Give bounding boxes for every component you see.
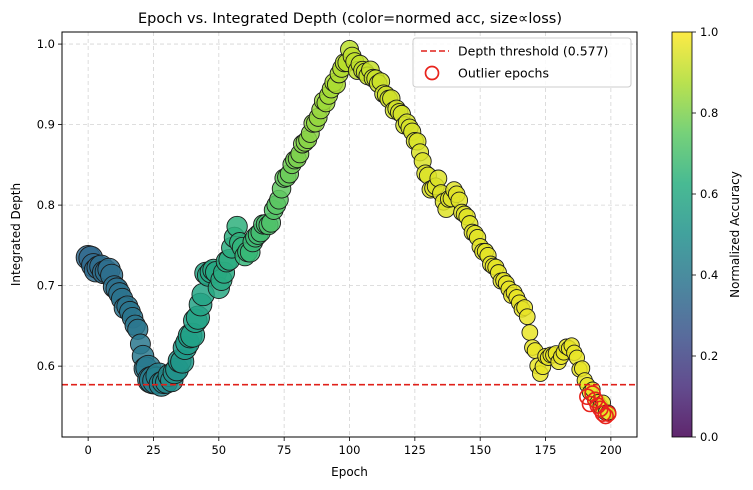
- colorbar-label: Normalized Accuracy: [728, 171, 742, 298]
- legend-outlier-swatch: [424, 65, 440, 81]
- y-tick-label: 0.7: [37, 279, 55, 293]
- x-axis-ticks: 0 25 50 75 100 125 150 175 200: [84, 437, 622, 457]
- colorbar-tick-label: 0.6: [700, 187, 718, 201]
- chart-title: Epoch vs. Integrated Depth (color=normed…: [138, 11, 562, 27]
- outlier-markers: [579, 385, 617, 425]
- colorbar-tick-label: 0.0: [700, 430, 718, 444]
- x-tick-label: 100: [339, 443, 361, 457]
- x-tick-label: 75: [277, 443, 292, 457]
- colorbar: 0.0 0.2 0.4 0.6 0.8 1.0 Normalized Accuracy: [671, 25, 742, 444]
- colorbar-tick-label: 0.2: [700, 349, 718, 363]
- x-tick-label: 50: [211, 443, 226, 457]
- x-tick-label: 25: [146, 443, 161, 457]
- data-point: [429, 169, 448, 188]
- x-tick-label: 175: [535, 443, 557, 457]
- y-tick-label: 0.6: [37, 359, 55, 373]
- colorbar-tick-label: 1.0: [700, 25, 718, 39]
- data-point: [518, 308, 536, 326]
- legend: Depth threshold (0.577) Outlier epochs: [412, 37, 632, 88]
- y-tick-label: 0.8: [37, 198, 55, 212]
- legend-outlier-label: Outlier epochs: [458, 66, 549, 81]
- y-tick-label: 0.9: [37, 118, 55, 132]
- colorbar-ticks: 0.0 0.2 0.4 0.6 0.8 1.0: [692, 25, 718, 444]
- outlier-marker: [599, 405, 617, 422]
- x-axis-label: Epoch: [331, 465, 368, 479]
- colorbar-tick-label: 0.8: [700, 106, 718, 120]
- outlier-marker: [581, 395, 599, 413]
- colorbar-gradient: [671, 31, 693, 438]
- outlier-marker: [597, 407, 614, 425]
- data-points: [75, 39, 617, 421]
- outlier-marker: [589, 397, 607, 414]
- y-tick-label: 1.0: [37, 37, 55, 51]
- x-tick-label: 0: [84, 443, 91, 457]
- y-axis-ticks: 0.6 0.7 0.8 0.9 1.0: [37, 37, 62, 373]
- x-tick-label: 125: [404, 443, 426, 457]
- x-tick-label: 200: [600, 443, 622, 457]
- legend-box: [412, 37, 632, 88]
- legend-threshold-label: Depth threshold (0.577): [458, 44, 608, 59]
- x-tick-label: 150: [469, 443, 491, 457]
- data-point: [521, 324, 539, 341]
- y-axis-label: Integrated Depth: [9, 183, 23, 286]
- colorbar-tick-label: 0.4: [700, 268, 718, 282]
- outlier-marker: [594, 405, 612, 422]
